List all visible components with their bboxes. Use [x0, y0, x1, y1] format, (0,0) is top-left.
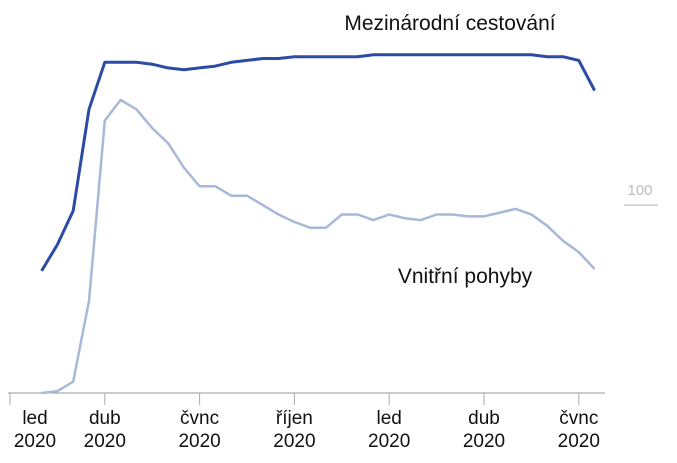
- x-tick-text: čvnc 2020: [178, 408, 221, 452]
- x-tick-text: dub 2020: [83, 408, 126, 452]
- x-tick-text: čvnc 2020: [557, 408, 600, 452]
- x-tick-label: čvnc 2020: [544, 407, 614, 453]
- x-tick-label: led 2020: [0, 407, 70, 453]
- x-tick-text: led 2020: [13, 408, 57, 452]
- x-tick-label: čvnc 2020: [165, 407, 235, 453]
- x-tick-text: říjen 2020: [273, 408, 316, 452]
- x-tick-label: dub 2020: [449, 407, 519, 453]
- y-tick-label: 100: [627, 182, 652, 199]
- series-line: [41, 98, 596, 395]
- x-tick-label: dub 2020: [70, 407, 140, 453]
- series-line: [40, 53, 596, 272]
- series-label: Mezinárodní cestování: [344, 12, 555, 35]
- series-label: Vnitřní pohyby: [398, 265, 533, 288]
- x-tick-label: říjen 2020: [259, 407, 329, 453]
- x-tick-text: led 2020: [368, 408, 411, 452]
- x-tick-label: led 2020: [354, 407, 424, 453]
- x-tick-text: dub 2020: [462, 408, 506, 452]
